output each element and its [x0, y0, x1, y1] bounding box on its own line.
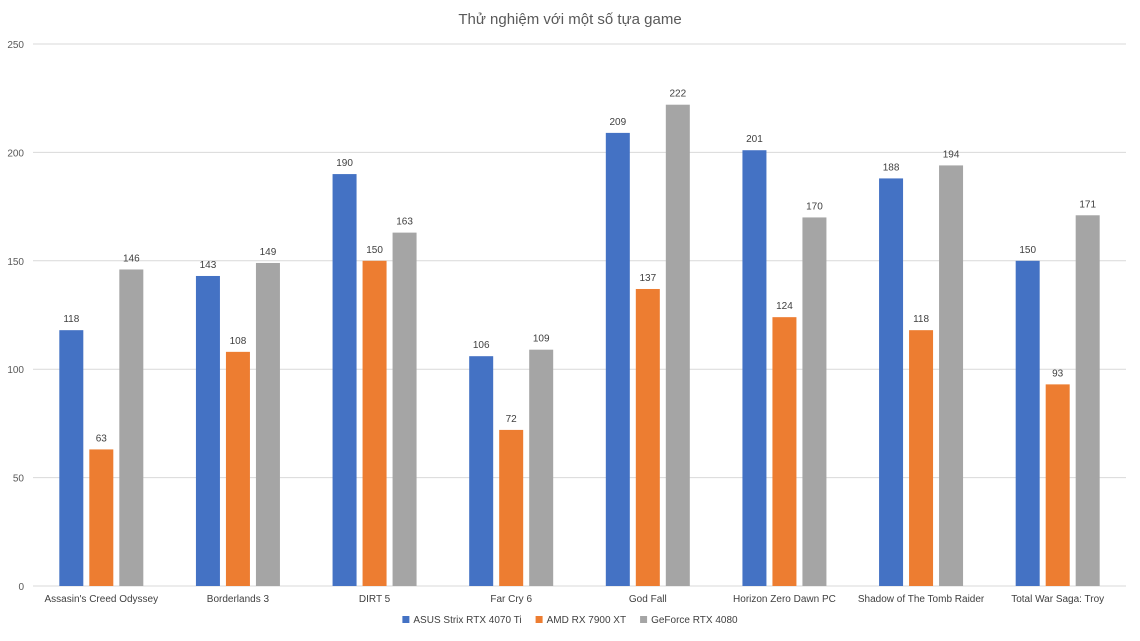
- data-label: 106: [473, 340, 490, 351]
- y-tick-label: 150: [7, 257, 24, 268]
- data-label: 170: [806, 201, 823, 212]
- category-label: Borderlands 3: [207, 594, 270, 605]
- category-label: Horizon Zero Dawn PC: [733, 594, 836, 605]
- data-label: 149: [260, 247, 277, 258]
- data-label: 188: [883, 162, 900, 173]
- data-label: 109: [533, 334, 550, 345]
- legend: ASUS Strix RTX 4070 Ti AMD RX 7900 XT GeFo…: [402, 615, 738, 626]
- data-label: 146: [123, 253, 140, 264]
- bar: [1045, 384, 1070, 586]
- legend-swatch: [640, 616, 648, 623]
- data-label: 124: [776, 301, 793, 312]
- data-label: 194: [943, 149, 960, 160]
- y-tick-label: 200: [7, 148, 24, 159]
- bar: [1075, 215, 1100, 586]
- category-label: God Fall: [629, 594, 667, 605]
- bar: [1015, 260, 1040, 586]
- bar: [332, 174, 357, 586]
- chart-title: Thử nghiệm với một số tựa game: [458, 11, 681, 28]
- bar: [255, 262, 280, 586]
- data-label: 150: [366, 245, 383, 256]
- bar: [362, 260, 387, 586]
- data-label: 143: [200, 260, 217, 271]
- data-label: 150: [1019, 245, 1036, 256]
- bar: [499, 429, 524, 586]
- data-label: 137: [639, 273, 656, 284]
- bar: [119, 269, 144, 586]
- bar: [469, 356, 494, 586]
- legend-label: ASUS Strix RTX 4070 Ti: [413, 615, 521, 626]
- data-label: 108: [230, 336, 247, 347]
- category-label: Far Cry 6: [490, 594, 532, 605]
- y-tick-label: 50: [13, 474, 25, 485]
- y-axis-ticks: 0 50 100 150 200 250: [7, 40, 24, 593]
- data-label: 163: [396, 217, 413, 228]
- bar: [909, 330, 934, 586]
- bar: [742, 150, 767, 586]
- bar: [635, 288, 660, 586]
- bar: [59, 330, 84, 586]
- bar: [772, 317, 797, 586]
- bars: [59, 104, 1100, 586]
- data-label: 222: [669, 89, 686, 100]
- category-label: DIRT 5: [359, 594, 391, 605]
- data-labels: 118 63 146 143 108 149 190 150 163 106 72 109 209 137…: [63, 89, 1096, 445]
- bar: [225, 351, 250, 586]
- bar: [939, 165, 964, 586]
- y-tick-label: 0: [18, 582, 24, 593]
- legend-item: AMD RX 7900 XT: [535, 615, 626, 626]
- bar: [392, 232, 417, 586]
- bar: [195, 275, 220, 586]
- y-tick-label: 250: [7, 40, 24, 51]
- data-label: 118: [913, 314, 929, 325]
- data-label: 63: [96, 433, 108, 444]
- data-label: 118: [63, 314, 79, 325]
- data-label: 209: [609, 117, 626, 128]
- legend-item: ASUS Strix RTX 4070 Ti: [402, 615, 522, 626]
- category-label: Assasin's Creed Odyssey: [45, 594, 159, 605]
- data-label: 72: [506, 414, 518, 425]
- x-axis-categories: Assasin's Creed Odyssey Borderlands 3 DIRT…: [45, 594, 1105, 605]
- data-label: 93: [1052, 368, 1064, 379]
- data-label: 190: [336, 158, 353, 169]
- legend-label: AMD RX 7900 XT: [547, 615, 626, 626]
- category-label: Shadow of The Tomb Raider: [858, 594, 985, 605]
- bar: [665, 104, 690, 586]
- data-label: 171: [1079, 199, 1096, 210]
- legend-swatch: [402, 616, 410, 623]
- bar: [89, 449, 114, 586]
- bar: [605, 132, 630, 586]
- data-label: 201: [746, 134, 763, 145]
- bar: [529, 349, 554, 586]
- bar: [802, 217, 827, 586]
- legend-label: GeForce RTX 4080: [651, 615, 738, 626]
- legend-swatch: [535, 616, 543, 623]
- category-label: Total War Saga: Troy: [1011, 594, 1104, 605]
- legend-item: GeForce RTX 4080: [640, 615, 738, 626]
- y-tick-label: 100: [7, 365, 24, 376]
- bar: [879, 178, 904, 586]
